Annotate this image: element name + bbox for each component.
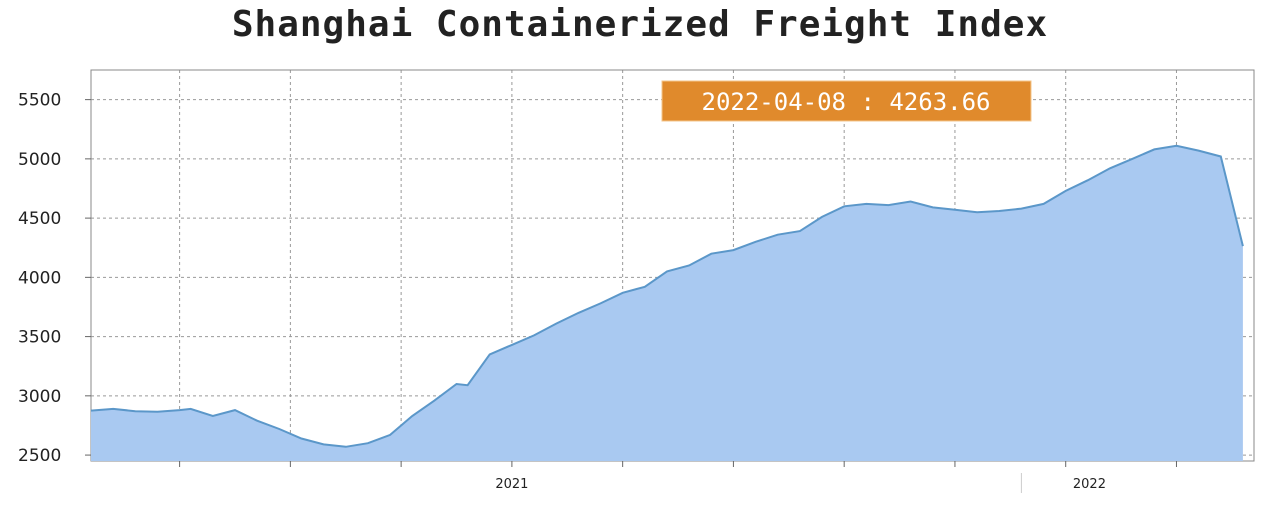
y-tick-label: 4500	[18, 209, 61, 229]
y-tick-label: 5000	[18, 150, 61, 170]
series-line[interactable]	[90, 144, 1244, 448]
tooltip-box	[661, 80, 1032, 122]
data-point[interactable]	[1042, 202, 1046, 206]
data-point[interactable]	[233, 408, 237, 412]
data-point[interactable]	[455, 382, 459, 386]
tooltip-text: 2022-04-08 : 4263.66	[702, 88, 991, 116]
data-point[interactable]	[997, 209, 1001, 213]
data-point[interactable]	[1152, 147, 1156, 151]
data-point[interactable]	[776, 233, 780, 237]
chart-title: Shanghai Containerized Freight Index	[231, 4, 1049, 45]
data-point[interactable]	[388, 433, 392, 437]
data-point[interactable]	[432, 399, 436, 403]
data-point[interactable]	[599, 301, 603, 305]
y-axis: 2500 3000 3500 4000 4500 5000 5500	[18, 91, 91, 466]
data-point[interactable]	[178, 408, 182, 412]
data-point[interactable]	[410, 414, 414, 418]
data-point[interactable]	[975, 210, 979, 214]
data-point[interactable]	[754, 240, 758, 244]
data-point[interactable]	[466, 383, 470, 387]
data-point[interactable]	[1086, 178, 1090, 182]
y-tick-label: 4000	[18, 268, 61, 288]
data-point[interactable]	[111, 407, 115, 411]
data-point[interactable]	[133, 409, 137, 413]
series-area[interactable]	[91, 145, 1243, 462]
data-point[interactable]	[189, 407, 193, 411]
data-point[interactable]	[820, 215, 824, 219]
data-point[interactable]	[1019, 207, 1023, 211]
data-point[interactable]	[687, 264, 691, 268]
data-point[interactable]	[709, 252, 713, 256]
data-point[interactable]	[488, 352, 492, 356]
data-point[interactable]	[366, 441, 370, 445]
data-point[interactable]	[1219, 154, 1223, 158]
x-tick-label: 2022	[1073, 477, 1106, 492]
data-point[interactable]	[576, 311, 580, 315]
data-point[interactable]	[886, 203, 890, 207]
y-tick-label: 2500	[18, 446, 61, 466]
data-point[interactable]	[299, 436, 303, 440]
y-tick-label: 3500	[18, 328, 61, 348]
x-axis: 2021 2022	[179, 461, 1177, 493]
data-point[interactable]	[1241, 244, 1245, 248]
data-point[interactable]	[1130, 157, 1134, 161]
data-point[interactable]	[1108, 166, 1112, 170]
data-point[interactable]	[731, 248, 735, 252]
data-point[interactable]	[344, 445, 348, 449]
data-point[interactable]	[842, 204, 846, 208]
data-point[interactable]	[255, 419, 259, 423]
data-point[interactable]	[931, 205, 935, 209]
data-point[interactable]	[953, 208, 957, 212]
data-point[interactable]	[554, 322, 558, 326]
data-point[interactable]	[322, 442, 326, 446]
data-point[interactable]	[510, 343, 514, 347]
data-point[interactable]	[909, 200, 913, 204]
data-point[interactable]	[89, 409, 93, 413]
data-point[interactable]	[211, 414, 215, 418]
data-point[interactable]	[798, 229, 802, 233]
data-point[interactable]	[1064, 189, 1068, 193]
y-tick-label: 3000	[18, 387, 61, 407]
y-tick-label: 5500	[18, 91, 61, 111]
data-point[interactable]	[277, 427, 281, 431]
data-point[interactable]	[532, 333, 536, 337]
data-point[interactable]	[1174, 144, 1178, 148]
value-tooltip: 2022-04-08 : 4263.66	[661, 80, 1032, 122]
data-point[interactable]	[155, 410, 159, 414]
data-point[interactable]	[665, 269, 669, 273]
data-point[interactable]	[864, 202, 868, 206]
data-point[interactable]	[1197, 149, 1201, 153]
data-point[interactable]	[643, 285, 647, 289]
x-tick-label: 2021	[495, 477, 528, 492]
data-point[interactable]	[621, 291, 625, 295]
